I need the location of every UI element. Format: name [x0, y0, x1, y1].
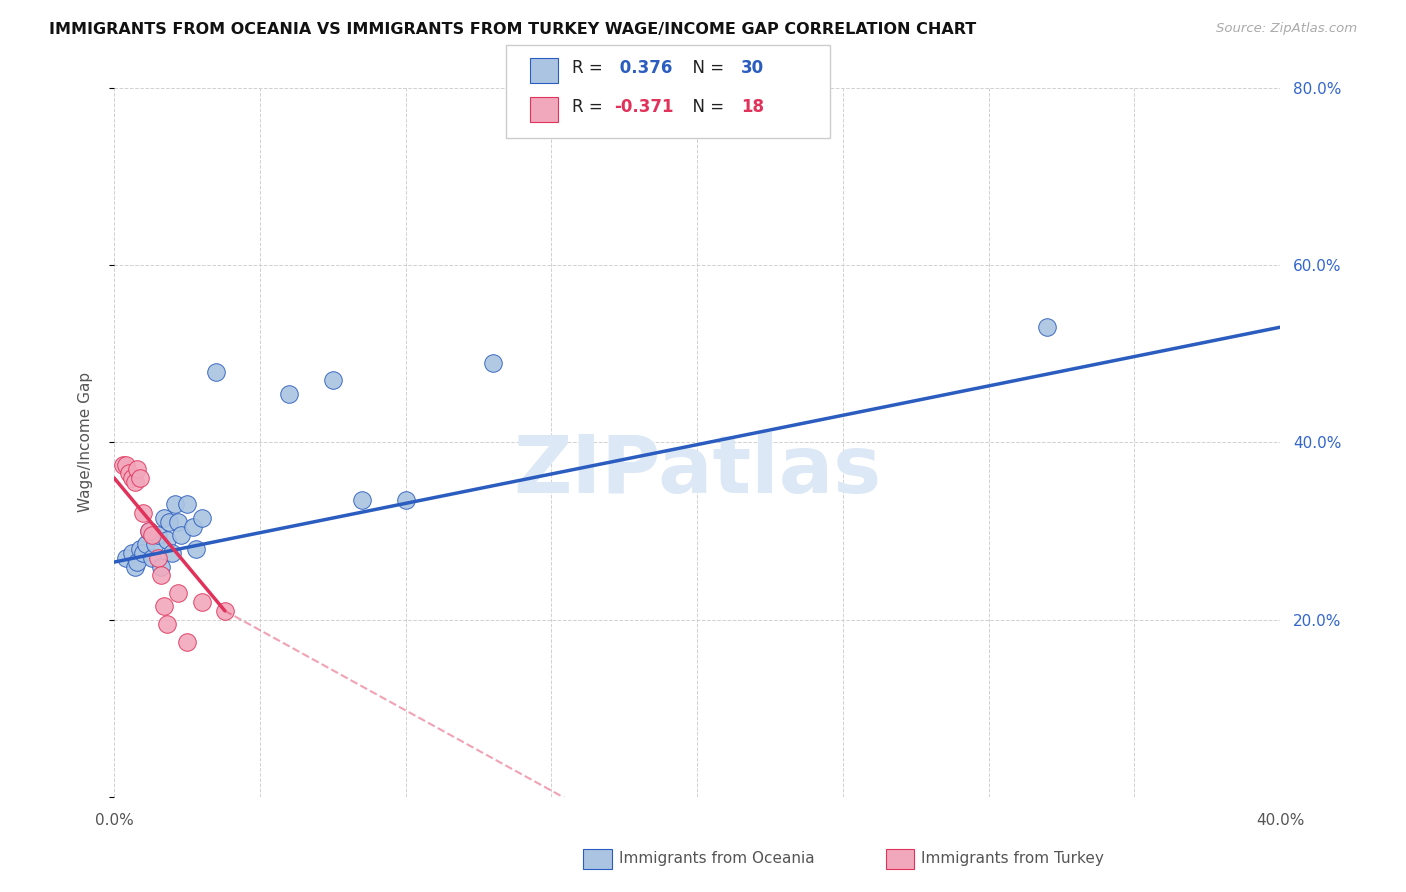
Text: ZIPatlas: ZIPatlas: [513, 432, 882, 510]
Point: [322, 373, 344, 387]
Point: [278, 386, 301, 401]
Point: [129, 471, 152, 485]
Text: -0.371: -0.371: [614, 98, 673, 116]
Point: [138, 524, 160, 538]
Text: N =: N =: [682, 59, 730, 77]
Point: [155, 533, 177, 547]
Point: [205, 365, 228, 379]
Point: [482, 356, 505, 370]
Point: [132, 506, 155, 520]
Point: [114, 458, 136, 472]
Point: [121, 471, 143, 485]
Point: [176, 635, 198, 649]
Point: [124, 475, 146, 490]
Point: [143, 537, 166, 551]
Y-axis label: Wage/Income Gap: Wage/Income Gap: [79, 372, 93, 513]
Point: [146, 528, 169, 542]
Point: [167, 586, 190, 600]
Point: [149, 559, 172, 574]
Point: [181, 519, 204, 533]
Point: [135, 537, 157, 551]
Point: [127, 462, 149, 476]
Point: [350, 493, 373, 508]
Point: [176, 498, 198, 512]
Point: [127, 555, 149, 569]
Text: 0.376: 0.376: [614, 59, 673, 77]
Point: [111, 458, 134, 472]
Point: [1036, 320, 1059, 334]
Text: Immigrants from Turkey: Immigrants from Turkey: [921, 851, 1104, 865]
Point: [138, 524, 160, 538]
Text: IMMIGRANTS FROM OCEANIA VS IMMIGRANTS FROM TURKEY WAGE/INCOME GAP CORRELATION CH: IMMIGRANTS FROM OCEANIA VS IMMIGRANTS FR…: [49, 22, 976, 37]
Text: N =: N =: [682, 98, 730, 116]
Text: Source: ZipAtlas.com: Source: ZipAtlas.com: [1216, 22, 1357, 36]
Point: [141, 550, 163, 565]
Point: [394, 493, 416, 508]
Point: [184, 541, 207, 556]
Point: [146, 550, 169, 565]
Point: [121, 546, 143, 560]
Point: [129, 541, 152, 556]
Point: [170, 528, 193, 542]
Text: 30: 30: [741, 59, 763, 77]
Point: [214, 604, 236, 618]
Text: 18: 18: [741, 98, 763, 116]
Point: [118, 467, 141, 481]
Point: [190, 595, 212, 609]
Text: R =: R =: [572, 59, 609, 77]
Point: [149, 568, 172, 582]
Text: Immigrants from Oceania: Immigrants from Oceania: [619, 851, 814, 865]
Point: [159, 515, 181, 529]
Text: R =: R =: [572, 98, 609, 116]
Point: [165, 498, 187, 512]
Point: [155, 617, 177, 632]
Point: [190, 510, 212, 524]
Point: [114, 550, 136, 565]
Point: [167, 515, 190, 529]
Point: [162, 546, 184, 560]
Point: [141, 528, 163, 542]
Point: [152, 510, 174, 524]
Point: [124, 559, 146, 574]
Point: [152, 599, 174, 614]
Point: [132, 546, 155, 560]
